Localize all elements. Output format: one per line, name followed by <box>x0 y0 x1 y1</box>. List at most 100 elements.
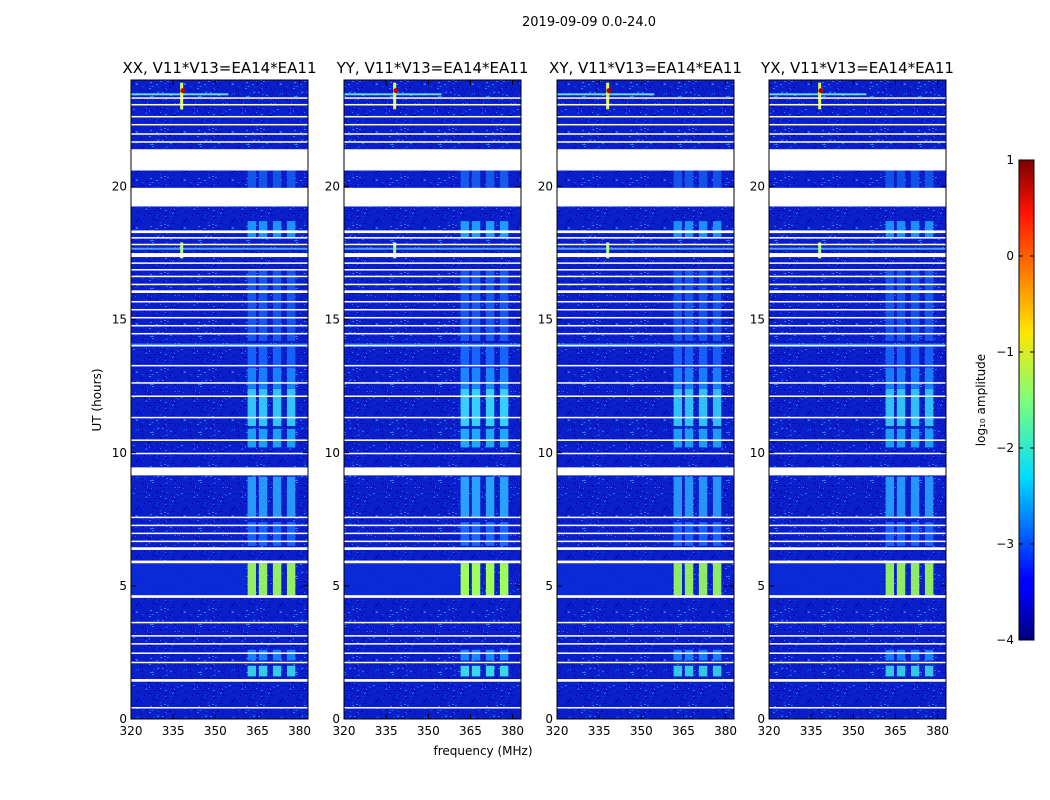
flagged-row <box>557 103 734 106</box>
flagged-row <box>131 275 308 278</box>
y-tick-label: 0 <box>119 712 127 726</box>
rfi-block <box>924 428 934 448</box>
transient-spike <box>818 82 822 110</box>
rfi-block <box>485 269 495 341</box>
rfi-block <box>499 428 509 448</box>
y-tick-label: 20 <box>325 180 340 194</box>
rfi-block <box>272 346 282 365</box>
y-tick-label: 10 <box>750 446 765 460</box>
rfi-block <box>247 346 257 365</box>
flagged-row <box>344 283 521 286</box>
x-tick-label: 380 <box>501 724 524 738</box>
flagged-row <box>131 382 308 384</box>
flagged-row <box>131 187 308 207</box>
flagged-row <box>769 115 946 118</box>
flagged-row <box>344 364 521 367</box>
flagged-row <box>557 364 734 367</box>
flagged-row <box>344 524 521 527</box>
y-tick-label: 15 <box>750 313 765 327</box>
flagged-row <box>344 149 521 171</box>
rfi-block <box>471 170 481 188</box>
flagged-row <box>131 253 308 258</box>
flagged-row <box>769 324 946 327</box>
rfi-block <box>485 367 495 389</box>
rfi-block <box>460 665 470 677</box>
transient-spike <box>818 242 822 259</box>
rfi-block <box>485 428 495 448</box>
rfi-block <box>684 346 694 365</box>
flagged-row <box>344 382 521 384</box>
flagged-row <box>131 344 308 347</box>
flagged-row <box>344 262 521 264</box>
flagged-row <box>557 237 734 239</box>
x-tick-label: 335 <box>800 724 823 738</box>
flagged-row <box>131 230 308 234</box>
rfi-block <box>924 649 934 661</box>
colorbar-tick-label: −2 <box>996 441 1014 455</box>
x-tick-label: 320 <box>546 724 569 738</box>
rfi-block <box>247 476 257 517</box>
rfi-block <box>485 221 495 238</box>
rfi-block <box>247 563 257 596</box>
flagged-row <box>131 237 308 239</box>
transient-line <box>131 93 229 96</box>
flagged-row <box>131 707 308 709</box>
rfi-block <box>460 170 470 188</box>
band-shade <box>557 561 673 597</box>
x-tick-label: 335 <box>162 724 185 738</box>
rfi-block <box>684 388 694 427</box>
transient-line <box>344 93 442 96</box>
rfi-block <box>272 388 282 427</box>
flagged-row <box>557 524 734 527</box>
rfi-block <box>673 563 683 596</box>
flagged-row <box>131 141 308 143</box>
rfi-block <box>896 269 906 341</box>
x-axis-label: frequency (MHz) <box>433 744 532 758</box>
rfi-block <box>698 649 708 661</box>
rfi-block <box>896 563 906 596</box>
panel-0: XX, V11*V13=EA14*EA11 320 335 350 365 380 0 5 10… <box>112 59 317 738</box>
flagged-row <box>769 452 946 455</box>
flagged-row <box>557 115 734 118</box>
panel-title: YY, V11*V13=EA14*EA11 <box>336 59 529 77</box>
rfi-block <box>485 649 495 661</box>
transient-line <box>769 247 946 250</box>
flagged-row <box>557 97 734 99</box>
flagged-row <box>557 661 734 664</box>
flagged-row <box>344 652 521 654</box>
flagged-row <box>769 187 946 207</box>
flagged-row <box>769 253 946 258</box>
y-axis-label: UT (hours) <box>90 368 104 431</box>
rfi-block <box>247 269 257 341</box>
rfi-block <box>684 476 694 517</box>
transient-spike <box>393 242 397 259</box>
flagged-row <box>344 316 521 319</box>
rfi-block <box>471 346 481 365</box>
flagged-row <box>769 269 946 271</box>
flagged-row <box>557 382 734 384</box>
rfi-block <box>885 269 895 341</box>
rfi-block <box>712 563 722 596</box>
flagged-row <box>557 308 734 311</box>
rfi-block <box>698 428 708 448</box>
rfi-block <box>698 269 708 341</box>
flagged-row <box>344 115 521 118</box>
rfi-block <box>673 170 683 188</box>
rfi-block <box>698 346 708 365</box>
flagged-row <box>131 332 308 335</box>
rfi-block <box>460 388 470 427</box>
rfi-block <box>499 170 509 188</box>
panels-group: XX, V11*V13=EA14*EA11 320 335 350 365 380 0 5 10… <box>112 59 954 738</box>
colorbar-ticks: 1 0 −1 −2 −3 −4 <box>996 153 1034 647</box>
rfi-block <box>258 221 268 238</box>
flagged-row <box>131 621 308 624</box>
panel-frame <box>556 79 735 720</box>
flagged-row <box>131 115 308 118</box>
flagged-row <box>769 344 946 347</box>
flagged-row <box>557 560 734 564</box>
flagged-row <box>344 439 521 441</box>
flagged-row <box>557 344 734 347</box>
flagged-row <box>769 439 946 441</box>
x-tick-label: 320 <box>120 724 143 738</box>
flagged-row <box>557 467 734 476</box>
